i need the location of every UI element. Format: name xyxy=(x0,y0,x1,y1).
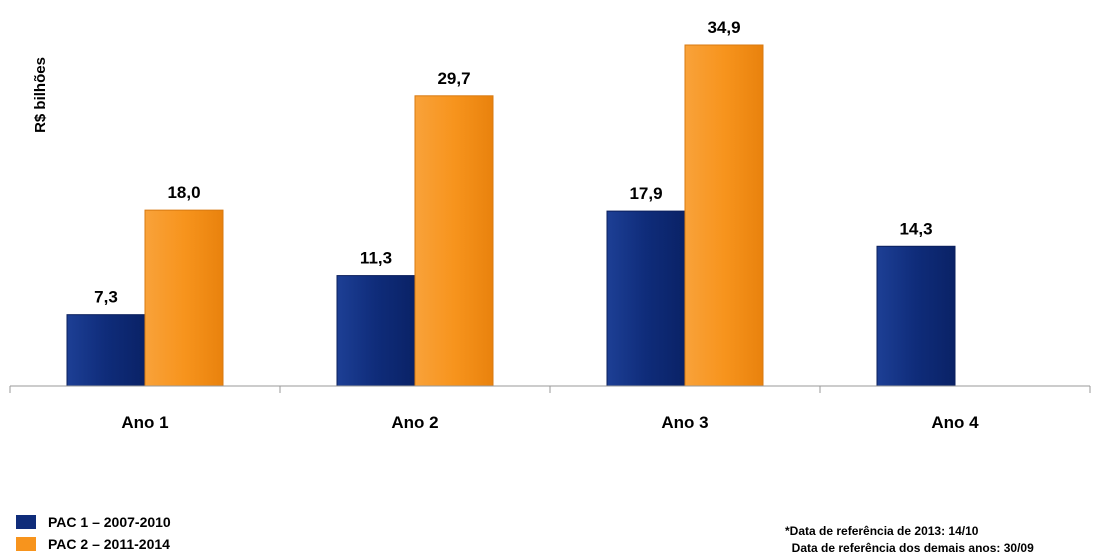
data-label: 11,3 xyxy=(360,249,392,268)
data-label: 18,0 xyxy=(167,183,200,202)
y-axis-label: R$ bilhões xyxy=(32,57,49,133)
x-tick-label: Ano 1 xyxy=(121,413,168,432)
bar-pac2-ano-2 xyxy=(414,95,494,387)
legend: PAC 1 – 2007-2010 PAC 2 – 2011-2014 xyxy=(16,512,171,556)
data-label: 17,9 xyxy=(629,184,662,203)
legend-swatch-pac2 xyxy=(16,537,36,551)
bar-pac1-ano-2 xyxy=(336,275,416,387)
legend-item-pac1: PAC 1 – 2007-2010 xyxy=(16,512,171,532)
bar-pac1-ano-1 xyxy=(66,314,146,387)
legend-label-pac1: PAC 1 – 2007-2010 xyxy=(48,514,171,530)
x-tick-label: Ano 3 xyxy=(661,413,708,432)
bar-pac2-ano-1 xyxy=(144,209,224,387)
footnote-line-2: Data de referência dos demais anos: 30/0… xyxy=(785,541,1034,555)
footnote-line-1: *Data de referência de 2013: 14/10 xyxy=(785,524,979,538)
legend-label-pac2: PAC 2 – 2011-2014 xyxy=(48,536,170,552)
x-tick-label: Ano 4 xyxy=(931,413,979,432)
data-label: 34,9 xyxy=(707,18,740,37)
bar-pac1-ano-3 xyxy=(606,210,686,387)
bar-pac2-ano-3 xyxy=(684,44,764,387)
x-tick-label: Ano 2 xyxy=(391,413,438,432)
bar-pac1-ano-4 xyxy=(876,245,956,387)
legend-item-pac2: PAC 2 – 2011-2014 xyxy=(16,534,171,554)
footnote: *Data de referência de 2013: 14/10 Data … xyxy=(785,523,1034,557)
data-label: 14,3 xyxy=(899,219,932,238)
data-label: 29,7 xyxy=(437,69,470,88)
legend-swatch-pac1 xyxy=(16,515,36,529)
data-label: 7,3 xyxy=(94,288,118,307)
